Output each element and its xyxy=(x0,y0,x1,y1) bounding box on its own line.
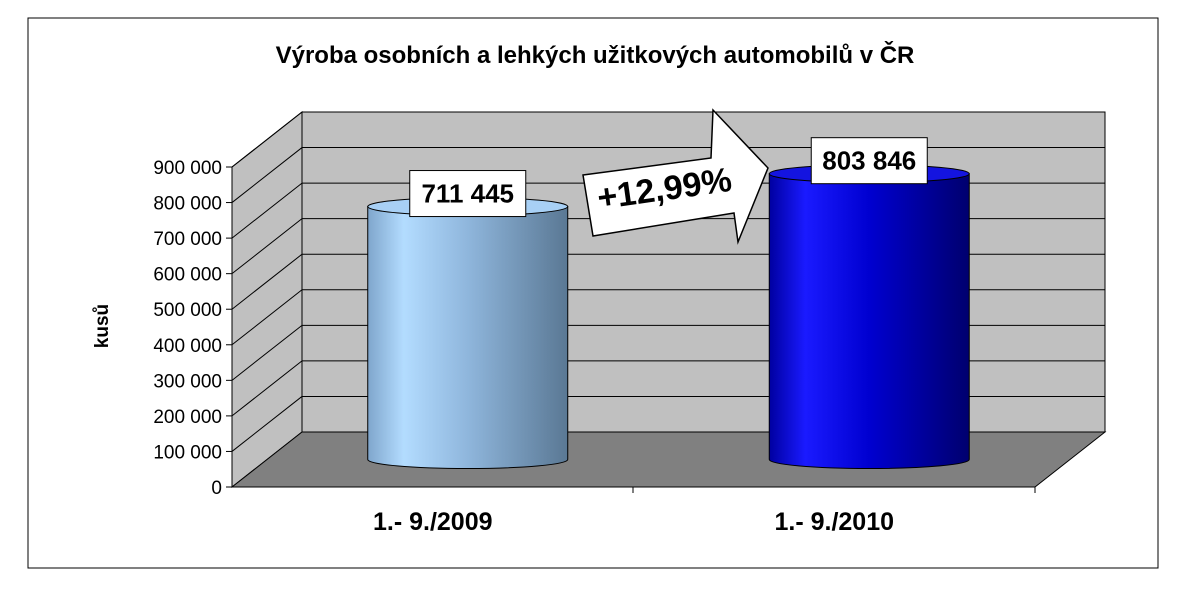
y-tick-label: 600 000 xyxy=(153,265,222,286)
y-tick-label: 0 xyxy=(211,478,222,499)
gridline-side xyxy=(231,147,303,203)
y-tick-label: 800 000 xyxy=(153,194,222,215)
data-label: 711 445 xyxy=(421,179,514,209)
data-label: 803 846 xyxy=(822,146,916,176)
data-label-box xyxy=(810,137,928,185)
chart-title: Výroba osobních a lehkých užitkových aut… xyxy=(276,41,915,69)
floor xyxy=(230,431,1107,488)
y-tick-label: 100 000 xyxy=(153,442,222,463)
y-tick-label: 300 000 xyxy=(153,371,222,392)
bar xyxy=(768,173,970,469)
x-tick-label: 1.- 9./2009 xyxy=(373,508,493,536)
x-axis: 1.- 9./2009 1.- 9./2010 xyxy=(373,508,894,536)
gridline-side xyxy=(231,396,303,452)
gridline-side xyxy=(231,253,303,310)
growth-arrow-shape xyxy=(582,108,769,245)
data-label-box xyxy=(409,170,527,218)
side-wall xyxy=(231,110,303,489)
y-tick-label: 900 000 xyxy=(153,158,222,179)
gridline-side xyxy=(231,218,303,275)
y-tick-label: 400 000 xyxy=(153,336,222,357)
gridline-side xyxy=(231,182,303,239)
y-tick-label: 200 000 xyxy=(153,407,222,428)
gridline-side xyxy=(231,360,303,417)
data-labels: 711 445 803 846 xyxy=(409,137,928,218)
gridline-side xyxy=(231,324,303,381)
x-tick-label: 1.- 9./2010 xyxy=(774,508,894,536)
gridline-side xyxy=(231,289,303,346)
gridline-side xyxy=(231,111,303,168)
bars xyxy=(367,164,970,469)
y-axis: 0 100 000 200 000 300 000 400 000 500 000 600 … xyxy=(153,158,232,499)
growth-arrow: +12,99% xyxy=(582,108,769,245)
y-axis-label: kusů xyxy=(92,304,113,348)
y-tick-label: 500 000 xyxy=(153,300,222,321)
y-tick-label: 700 000 xyxy=(153,229,222,250)
bar xyxy=(367,206,569,469)
